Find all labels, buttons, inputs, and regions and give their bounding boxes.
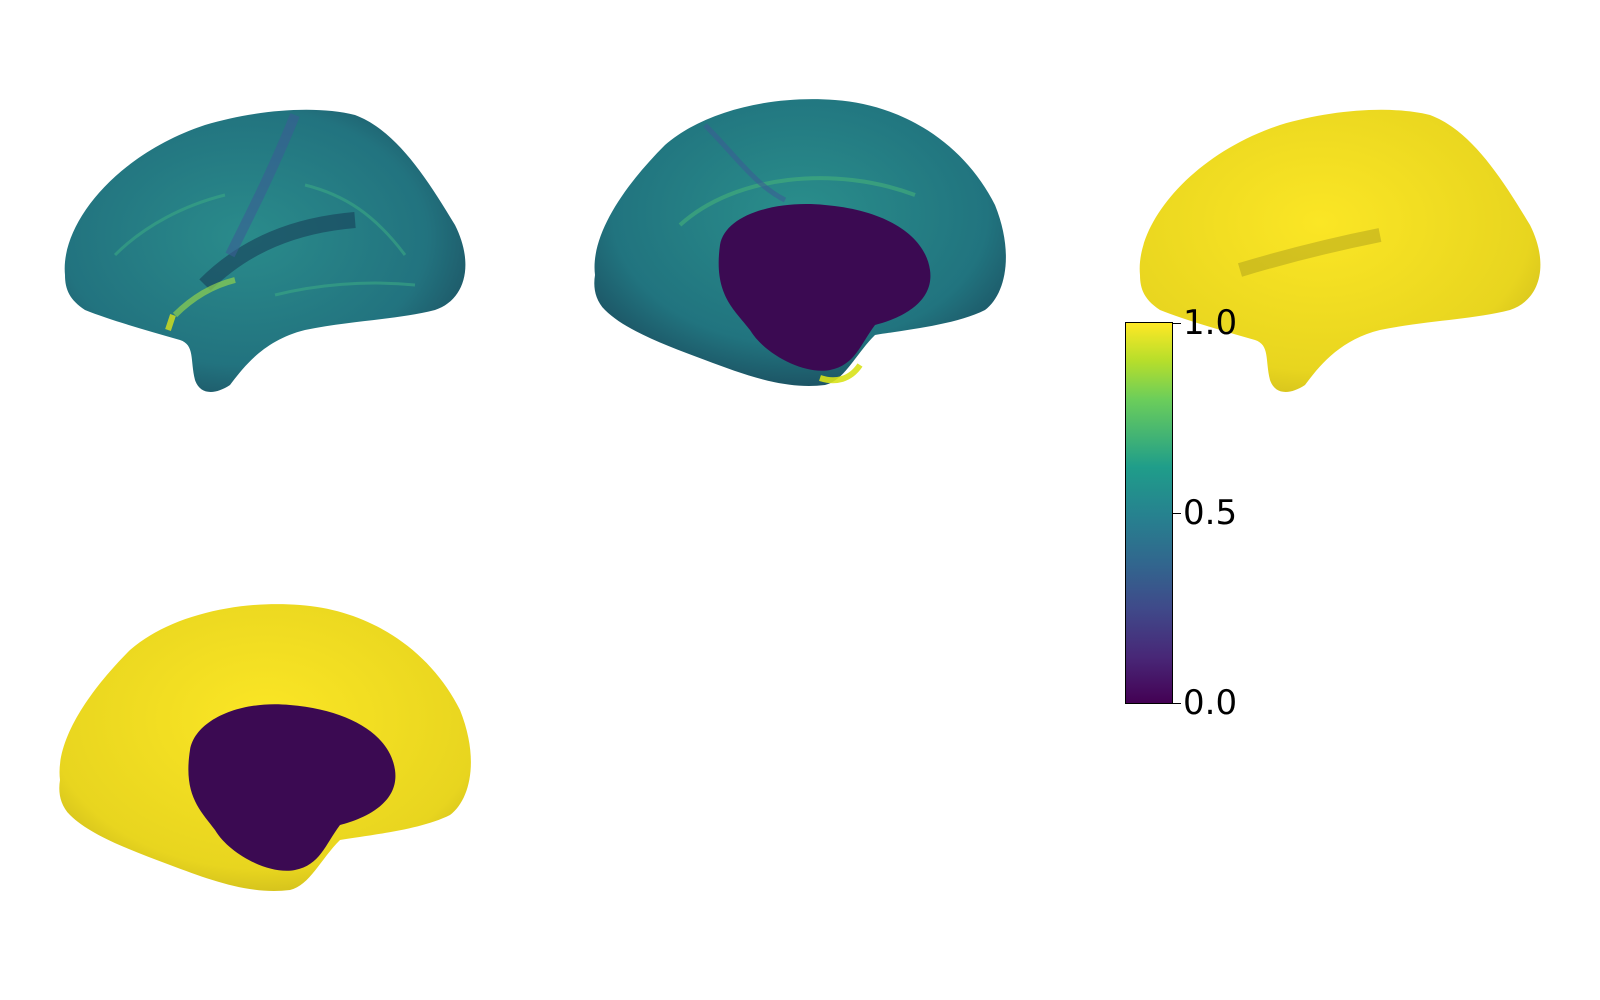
medial-wall: [718, 204, 931, 371]
colorbar-tick-label-mid: 0.5: [1183, 493, 1238, 533]
brain-lateral-right-view: [1139, 109, 1541, 392]
lateral-sulcus: [199, 212, 356, 291]
medial-sulcus: [703, 123, 787, 203]
bright-gyrus: [172, 277, 236, 318]
colorbar: [1125, 322, 1173, 704]
medial-wall: [188, 704, 396, 871]
colorbar-tick-max: [1173, 323, 1181, 324]
cortex-surface: [1139, 109, 1541, 392]
lateral-sulcus-shadow: [1237, 228, 1382, 277]
bright-spot: [165, 314, 176, 331]
colorbar-tick-min: [1173, 703, 1181, 704]
brain-medial-left-view: [594, 99, 1006, 386]
bright-edge: [819, 363, 863, 384]
brain-medial-bottom-view: [59, 604, 471, 891]
colorbar-tick-label-max: 1.0: [1183, 303, 1238, 343]
cingulate-gyrus-line: [678, 176, 916, 227]
colorbar-tick-mid: [1173, 513, 1181, 514]
colorbar-tick-label-min: 0.0: [1183, 683, 1238, 723]
brain-lateral-left-view: [64, 109, 466, 392]
gyri-lines: [113, 183, 416, 297]
central-sulcus: [225, 113, 300, 258]
